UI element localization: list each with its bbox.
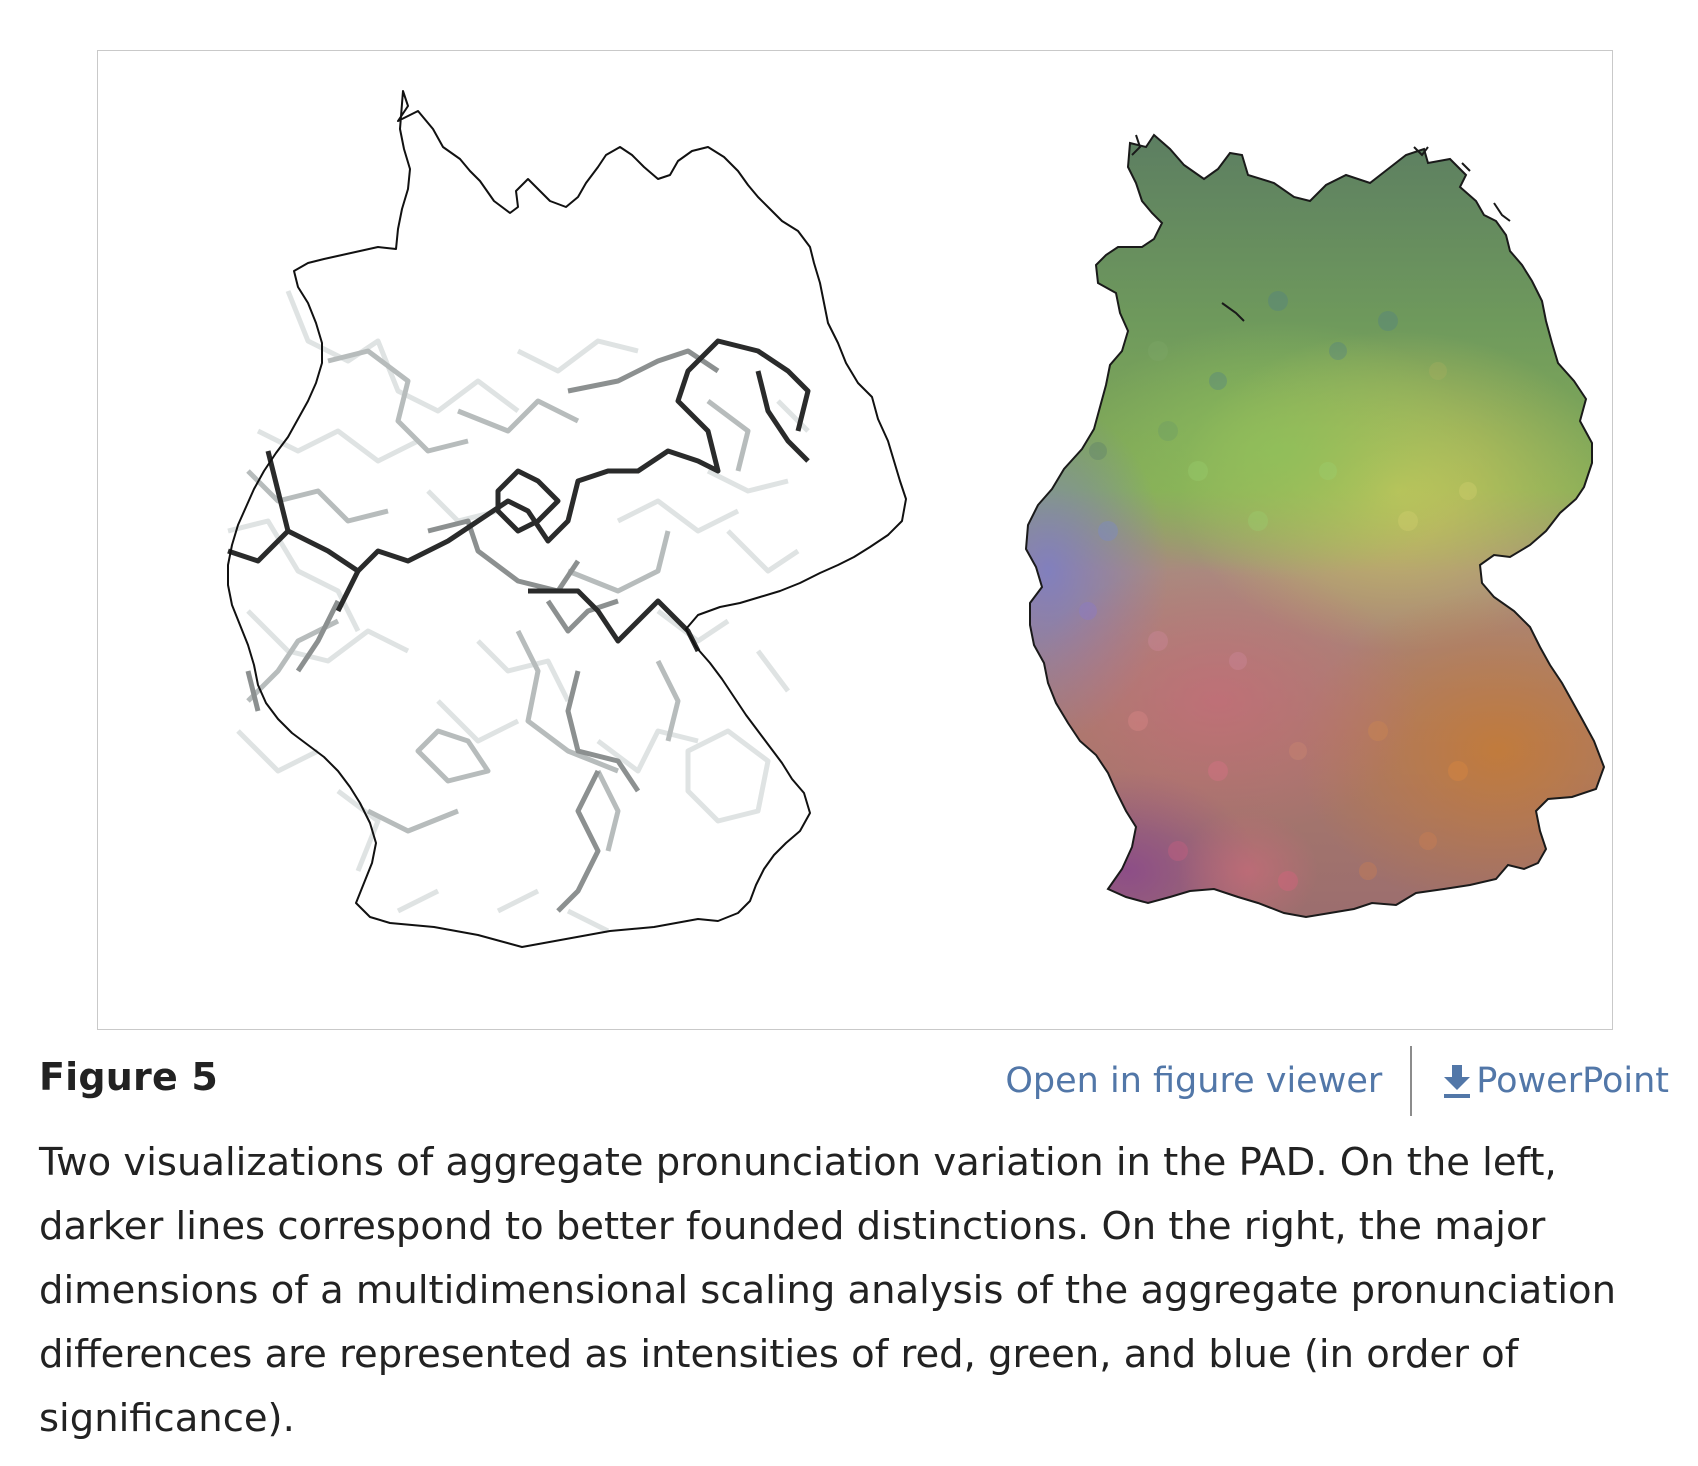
figure-header: Figure 5 Open in figure viewer PowerPoin… bbox=[39, 1045, 1669, 1125]
right-map bbox=[1025, 134, 1605, 918]
figure-caption: Two visualizations of aggregate pronunci… bbox=[39, 1140, 1617, 1441]
powerpoint-download-link[interactable]: PowerPoint bbox=[1440, 1061, 1669, 1101]
figure-label: Figure 5 bbox=[39, 1055, 219, 1099]
figure-maps bbox=[227, 90, 1605, 948]
download-icon bbox=[1444, 1065, 1471, 1098]
left-map bbox=[227, 90, 907, 948]
powerpoint-label: PowerPoint bbox=[1476, 1061, 1669, 1101]
open-figure-viewer-link[interactable]: Open in figure viewer bbox=[1005, 1061, 1383, 1101]
action-divider bbox=[1410, 1046, 1413, 1116]
figure-actions: Open in figure viewer PowerPoint bbox=[1005, 1045, 1669, 1117]
figure-image[interactable] bbox=[97, 50, 1613, 1030]
